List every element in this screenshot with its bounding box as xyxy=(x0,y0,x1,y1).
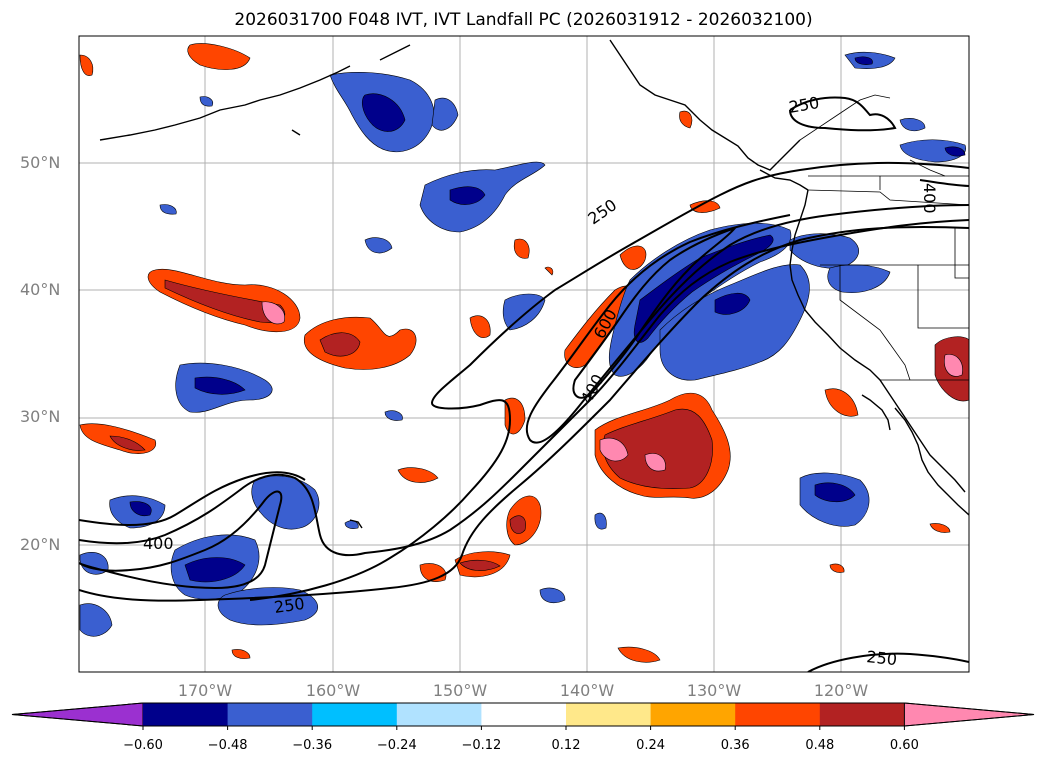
colorbar-tick-label: −0.12 xyxy=(461,738,502,753)
lat-label: 50°N xyxy=(20,153,61,172)
colorbar-segment xyxy=(312,703,398,726)
political-borders xyxy=(799,94,969,381)
map-frame xyxy=(78,35,970,673)
lon-label: 150°W xyxy=(432,681,488,700)
contour-label: 250 xyxy=(866,647,898,669)
contour-label: 400 xyxy=(143,534,174,553)
colorbar-segment xyxy=(650,703,736,726)
colorbar-segment xyxy=(143,703,229,726)
positive-anomaly-fields xyxy=(79,43,969,663)
colorbar-segment xyxy=(566,703,652,726)
contour-label: 250 xyxy=(273,594,306,617)
colorbar-tick-label: −0.48 xyxy=(207,738,248,753)
colorbar-segments xyxy=(11,702,1035,730)
colorbar-tick-label: 0.48 xyxy=(805,738,835,753)
colorbar-segment xyxy=(481,703,567,726)
colorbar-tick-label: −0.24 xyxy=(376,738,417,753)
lon-label: 160°W xyxy=(305,681,361,700)
lat-label: 40°N xyxy=(20,280,61,299)
colorbar-tick-label: 0.12 xyxy=(551,738,581,753)
colorbar-tick-label: 0.24 xyxy=(636,738,666,753)
colorbar-extend-max xyxy=(903,702,1035,727)
map-panel: 250 400 600 400 250 400 250 250 xyxy=(78,35,970,673)
colorbar-segment xyxy=(227,703,313,726)
colorbar-segment xyxy=(819,703,905,726)
map-title: 2026031700 F048 IVT, IVT Landfall PC (20… xyxy=(234,10,813,30)
colorbar-segment xyxy=(735,703,821,726)
colorbar-tick-label: 0.60 xyxy=(889,738,919,753)
colorbar-outline xyxy=(11,702,1035,727)
colorbar-extend-min xyxy=(11,702,144,727)
colorbar-tick-label: −0.60 xyxy=(123,738,163,753)
lat-label: 20°N xyxy=(20,535,61,554)
contour-labels: 250 400 600 400 250 400 250 250 xyxy=(143,93,939,669)
contour-label: 400 xyxy=(920,183,939,214)
lon-label: 120°W xyxy=(813,681,869,700)
colorbar-tick-label: −0.36 xyxy=(292,738,333,753)
lon-label: 130°W xyxy=(686,681,742,700)
lat-label: 30°N xyxy=(20,407,61,426)
lon-label: 170°W xyxy=(177,681,233,700)
colorbar-segment xyxy=(396,703,482,726)
colorbar-tick-label: 0.36 xyxy=(720,738,750,753)
ivt-contours xyxy=(79,96,969,672)
lon-label: 140°W xyxy=(559,681,615,700)
